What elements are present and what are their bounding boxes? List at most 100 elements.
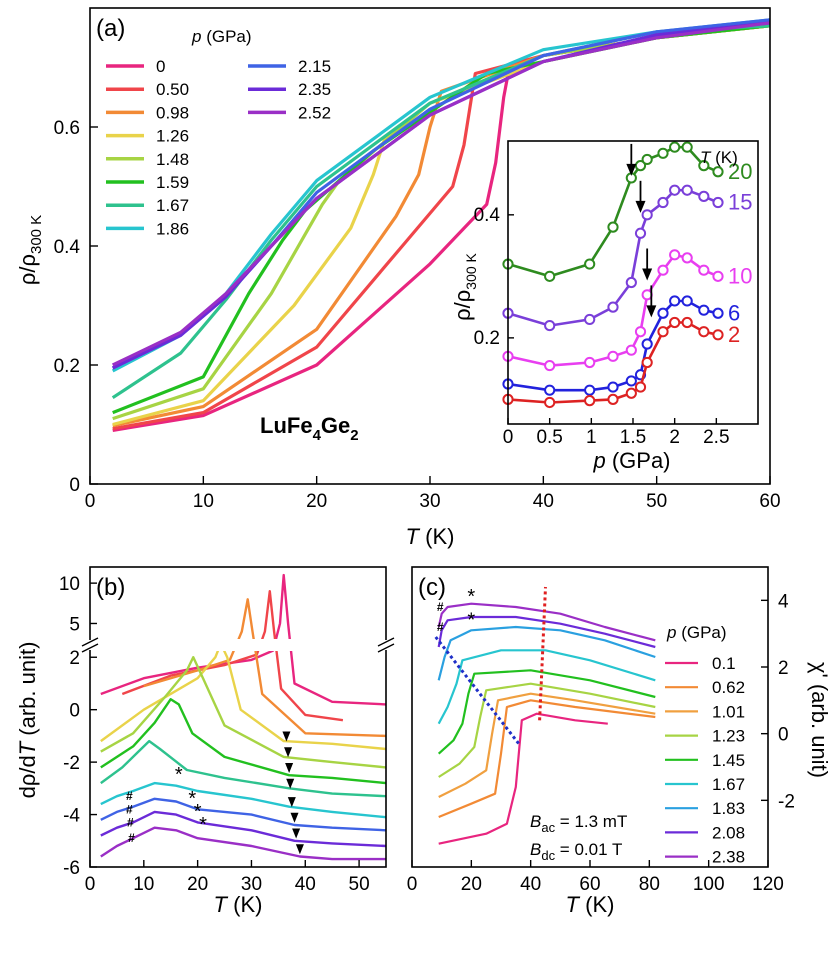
x-tick-label: 0	[85, 874, 96, 895]
star-marker: *	[194, 801, 202, 823]
y-tick-label: 10	[59, 574, 80, 595]
axis-break-mark	[81, 643, 99, 653]
chi-line-p-1.67	[437, 649, 656, 725]
chi-line-p-0.62	[438, 699, 656, 819]
axis-break-gap	[91, 639, 385, 651]
inset-marker	[681, 252, 693, 264]
legend-label: 1.67	[156, 196, 189, 215]
legend-label: 1.67	[712, 775, 745, 794]
inset-marker	[544, 396, 556, 409]
star-marker: *	[175, 764, 183, 786]
dRho-line-p-1.86	[100, 781, 387, 819]
inset-marker	[698, 326, 710, 338]
legend-label: 2.38	[712, 848, 745, 867]
inset-marker	[607, 381, 619, 393]
panel-a-plot-area	[111, 18, 771, 432]
panel-c-ticks: 0 20 40 60 80 100 120 -2 0 2 4	[407, 591, 795, 895]
transition-triangle	[284, 747, 293, 758]
legend-label: 2.08	[712, 823, 745, 842]
inset-marker	[698, 160, 710, 172]
chi-line-p-1.83	[437, 625, 656, 681]
legend-label: 1.83	[712, 799, 745, 818]
panel-c-ylabel: χ' (arb. unit)	[807, 662, 830, 778]
x-tick-label: 100	[693, 874, 725, 895]
guide-dashed-line	[434, 636, 520, 745]
inset-marker	[657, 307, 669, 319]
transition-triangle	[290, 812, 299, 823]
dRho-line-p-2.35	[100, 810, 387, 848]
dRho-line-p-2.52	[100, 826, 386, 861]
inset-x-tick-label: 1	[586, 427, 597, 448]
inset-marker	[657, 326, 669, 338]
hash-marker: #	[437, 620, 444, 634]
inset-y-tick-label: 0.4	[474, 205, 501, 226]
inset-marker	[681, 316, 693, 329]
legend-label: 0	[156, 57, 165, 76]
chi-line-p-1.23	[438, 682, 656, 778]
panel-c-plot-area: ** # #	[434, 586, 656, 845]
y-tick-label: 0.2	[54, 356, 80, 377]
y-tick-label: 2	[69, 648, 80, 669]
x-tick-label: 50	[349, 874, 370, 895]
panel-a-xlabel: T (K)	[406, 524, 455, 549]
y-tick-label: 0.4	[54, 237, 81, 258]
inset-series-label: 15	[728, 190, 752, 215]
inset-marker	[698, 190, 710, 202]
legend-label: 1.59	[156, 173, 189, 192]
inset-marker	[634, 227, 647, 239]
transition-arrow-head	[646, 305, 657, 318]
inset-marker	[584, 384, 596, 396]
inset-marker	[607, 221, 619, 233]
bac-label: Bac = 1.3 mT	[530, 812, 627, 835]
legend-label: 1.23	[712, 727, 745, 746]
inset-marker	[669, 184, 681, 196]
hash-marker: #	[126, 802, 133, 816]
inset-plot-area: 20 15 10 62	[502, 141, 752, 409]
x-tick-label: 30	[241, 874, 262, 895]
y-tick-label: 0	[69, 475, 80, 496]
legend-label: 0.1	[712, 654, 736, 673]
inset-marker	[641, 289, 653, 301]
star-marker: *	[188, 788, 196, 810]
panel-c-xlabel: T (K)	[566, 892, 615, 917]
inset-marker	[669, 316, 681, 329]
inset-marker	[584, 356, 596, 369]
panel-b-ticks: 0 10 20 30 40 50 -6 -4 -2 0 2 5 10	[59, 574, 395, 895]
panel-a-legend-title: p (GPa)	[191, 27, 252, 46]
inset-marker	[698, 304, 710, 316]
inset-marker	[669, 295, 681, 307]
x-tick-label: 10	[193, 491, 214, 512]
transition-triangle	[282, 731, 291, 742]
chi-line-p-2.08	[437, 615, 656, 649]
inset-marker	[657, 264, 669, 276]
axis-break-mark	[81, 637, 99, 647]
legend-label: 2.35	[298, 80, 331, 99]
x-tick-label: 80	[639, 874, 660, 895]
star-marker: *	[467, 609, 475, 631]
inset-marker	[544, 384, 556, 396]
y-tick-label: 2	[778, 658, 789, 679]
x-tick-label: 20	[306, 491, 327, 512]
inset-series-label: 6	[728, 300, 740, 325]
inset-series-label: 20	[728, 159, 752, 184]
inset-marker	[625, 387, 637, 399]
transition-triangle	[295, 844, 304, 855]
transition-triangle	[286, 778, 295, 789]
inset-x-tick-label: 0.5	[536, 427, 562, 448]
inset-marker	[681, 141, 693, 153]
hash-marker: #	[127, 815, 134, 829]
panel-c-label: (c)	[418, 574, 446, 601]
legend-label: 2.15	[298, 57, 331, 76]
bdc-label: Bdc = 0.01 T	[530, 840, 622, 863]
axis-break-mark	[377, 637, 395, 647]
y-tick-label: 0	[69, 701, 80, 722]
x-tick-label: 10	[133, 874, 154, 895]
inset-marker	[641, 153, 653, 166]
inset-marker	[625, 375, 637, 387]
chi-line-p-0.1	[438, 712, 608, 845]
x-tick-label: 20	[187, 874, 208, 895]
inset-ylabel: ρ/ρ300 K	[450, 252, 479, 320]
inset-marker	[712, 196, 724, 209]
